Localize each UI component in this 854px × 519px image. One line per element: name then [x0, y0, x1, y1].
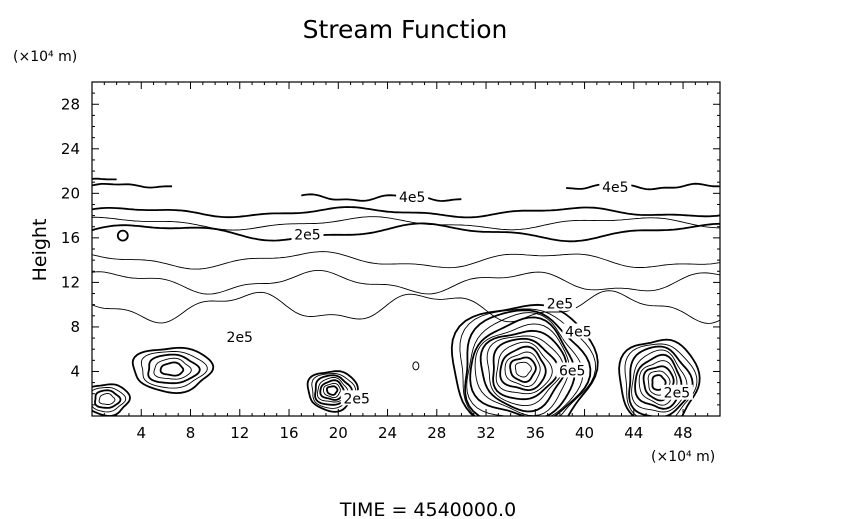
vortex-contour	[624, 343, 698, 416]
vortex-contour	[464, 309, 592, 416]
contour-label-bg	[660, 384, 693, 400]
vortex-contour	[504, 351, 541, 387]
vortex-contour	[479, 329, 568, 413]
vortex-contour	[634, 353, 683, 410]
vortex-contour	[153, 357, 192, 380]
y-tick-label: 4	[70, 362, 80, 380]
contour-label-bg	[223, 329, 256, 345]
y-tick-label: 24	[61, 140, 80, 158]
chart-title: Stream Function	[303, 15, 508, 44]
x-tick-label: 12	[230, 424, 249, 442]
contour-label: 2e5	[547, 297, 573, 313]
x-tick-label: 40	[575, 424, 594, 442]
contour-label-bg	[599, 178, 632, 194]
x-tick-label: 28	[427, 424, 446, 442]
x-tick-label: 20	[329, 424, 348, 442]
contour-label-bg	[543, 295, 576, 311]
contour-line	[92, 206, 720, 219]
vortex-contour	[323, 382, 341, 399]
vortex-contour	[94, 389, 122, 409]
contour-labels: 4e5 4e5 2e5 2e5 2e5 4e5 6e5 2e5 2e5	[223, 178, 693, 407]
contour-label: 4e5	[399, 190, 425, 206]
vortex-contour	[147, 353, 201, 385]
contour-line	[301, 193, 462, 202]
contour-label: 4e5	[565, 325, 591, 341]
y-axis-unit: (×10⁴ m)	[13, 49, 77, 65]
y-tick-label: 20	[61, 184, 80, 202]
y-tick-label: 28	[61, 95, 80, 113]
vortex-contour	[631, 349, 688, 413]
vortex-contour	[628, 345, 694, 416]
vortex-contour	[459, 308, 596, 416]
contour-label: 2e5	[294, 228, 320, 244]
small-loop	[116, 229, 129, 242]
contour-lines	[92, 177, 720, 416]
vortex-contour	[618, 338, 701, 416]
contour-label-bg	[556, 362, 589, 378]
contour-label-bg	[562, 323, 595, 339]
vortex-contour	[326, 385, 339, 396]
vortex-contour	[509, 356, 537, 383]
contour-label-bg	[340, 390, 373, 406]
vortex-contour	[469, 316, 576, 416]
contour-line	[92, 222, 720, 243]
contour-label-bg	[396, 188, 429, 204]
vortex-contour	[492, 337, 560, 401]
contour-label-bg	[291, 226, 324, 242]
x-tick-label: 4	[136, 424, 146, 442]
contour-label: 2e5	[664, 386, 690, 402]
vortex-contour	[92, 383, 131, 416]
small-loop	[412, 361, 420, 371]
contour-label: 6e5	[559, 363, 585, 379]
x-tick-label: 8	[186, 424, 196, 442]
vortex-contour	[159, 361, 185, 377]
x-tick-label: 36	[526, 424, 545, 442]
vortex-contour	[474, 323, 570, 416]
vortex-contour	[495, 341, 553, 395]
vortex-contour	[306, 370, 359, 413]
contour-line	[92, 251, 720, 270]
x-tick-label: 24	[378, 424, 397, 442]
contour-label: 2e5	[227, 330, 253, 346]
vortex-contour	[131, 346, 215, 395]
y-tick-label: 12	[61, 273, 80, 291]
vortex-contour	[319, 379, 345, 401]
y-tick-label: 8	[70, 318, 80, 336]
contour-line	[92, 216, 720, 231]
contour-label: 2e5	[344, 391, 370, 407]
y-axis-label: Height	[29, 219, 51, 282]
contour-line	[92, 183, 172, 189]
plot-frame	[91, 81, 721, 417]
vortex-contour	[514, 361, 532, 378]
vortex-contour	[638, 360, 678, 406]
contour-line	[92, 290, 720, 324]
x-axis-unit: (×10⁴ m)	[651, 449, 715, 465]
vortex-contour	[486, 335, 564, 407]
vortex-contour	[316, 376, 349, 403]
contour-line	[92, 177, 117, 181]
vortex-contour	[98, 393, 116, 405]
vortex-contour	[140, 351, 208, 389]
contour-line	[566, 182, 720, 191]
contour-line	[92, 269, 720, 295]
x-tick-label: 32	[476, 424, 495, 442]
x-tick-label: 16	[279, 424, 298, 442]
axis-ticks	[92, 82, 720, 416]
vortex-contour	[499, 345, 547, 392]
contour-label: 4e5	[602, 180, 628, 196]
vortex-contour	[92, 387, 127, 413]
x-tick-label: 44	[624, 424, 643, 442]
y-tick-label: 16	[61, 229, 80, 247]
x-tick-label: 48	[674, 424, 693, 442]
footer-time: TIME = 4540000.0	[339, 499, 516, 519]
